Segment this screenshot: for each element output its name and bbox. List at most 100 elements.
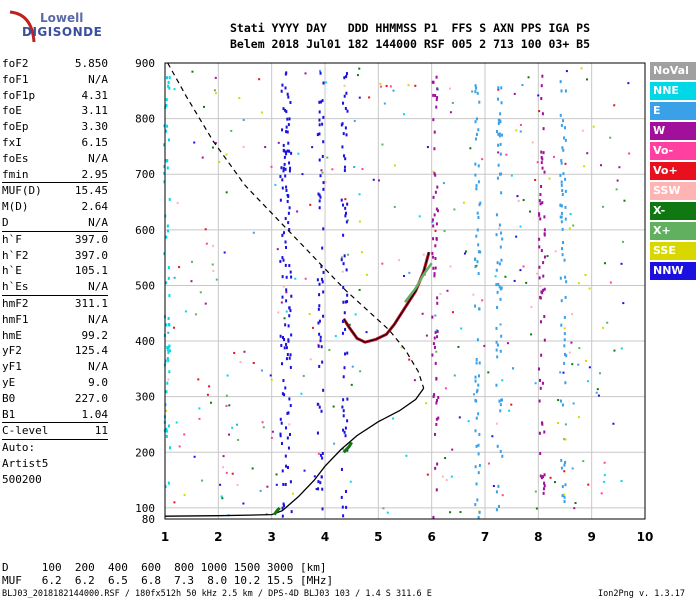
echo-stack-point	[285, 130, 288, 134]
echo-stack-point	[478, 100, 481, 104]
echo-point	[577, 282, 580, 285]
echo-stack-point	[477, 243, 480, 247]
echo-point	[311, 146, 314, 149]
echo-stack-point	[345, 91, 348, 95]
echo-stack-point	[431, 251, 434, 255]
legend-item: X+	[650, 222, 696, 240]
echo-point	[264, 146, 267, 149]
param-name: B0	[2, 391, 16, 405]
echo-point	[414, 84, 417, 87]
echo-stack-point	[284, 150, 287, 154]
echo-point	[588, 287, 591, 290]
echo-point	[609, 136, 612, 139]
echo-point	[628, 152, 631, 155]
echo-stack-point	[318, 304, 321, 308]
echo-stack-point	[321, 360, 324, 364]
echo-point	[226, 374, 229, 377]
echo-point	[510, 403, 513, 406]
echo-point	[233, 351, 236, 354]
param-row: Auto:	[2, 439, 108, 456]
echo-stack-point	[561, 193, 564, 197]
echo-stack-point	[564, 205, 567, 209]
echo-point	[326, 156, 329, 159]
echo-stack-point	[496, 305, 499, 309]
echo-stack-point	[283, 346, 286, 350]
echo-stack-point	[284, 240, 287, 244]
echo-stack-point	[560, 161, 563, 165]
echo-stack-point	[474, 304, 477, 308]
echo-point	[324, 181, 327, 184]
echo-stack-point	[433, 345, 436, 349]
echo-stack-point	[499, 142, 502, 146]
echo-stack-point	[286, 193, 289, 197]
echo-point	[449, 265, 452, 268]
echo-stack-point	[284, 323, 287, 327]
echo-stack-point	[500, 191, 503, 195]
echo-stack-point	[284, 482, 287, 486]
echo-stack-point	[285, 288, 288, 292]
y-tick-label: 200	[135, 446, 155, 459]
echo-stack-point	[290, 294, 293, 298]
echo-point	[487, 371, 490, 374]
echo-stack-point	[342, 262, 345, 266]
echo-stack-point	[540, 184, 543, 188]
echo-stack-point	[287, 411, 290, 415]
echo-stack-point	[563, 136, 566, 140]
echo-stack-point	[476, 498, 479, 502]
echo-point	[434, 229, 437, 232]
echo-point	[481, 299, 484, 302]
echo-point	[403, 274, 406, 277]
echo-point	[472, 393, 475, 396]
param-row: B0 227.0	[2, 391, 108, 407]
echo-stack-point	[479, 250, 482, 254]
echo-stack-point	[540, 97, 543, 101]
echo-stack-point	[163, 252, 166, 256]
echo-point	[535, 507, 538, 510]
echo-stack-point	[560, 323, 563, 327]
echo-stack-point	[501, 454, 504, 458]
echo-stack-point	[288, 149, 291, 153]
echo-stack-point	[320, 475, 323, 479]
echo-point	[365, 273, 368, 276]
echo-stack-point	[540, 320, 543, 324]
echo-point	[288, 423, 291, 426]
echo-point	[413, 379, 416, 382]
echo-point	[242, 145, 245, 148]
echo-stack-point	[564, 295, 567, 299]
param-value: 125.4	[74, 344, 108, 358]
echo-point	[331, 168, 334, 171]
echo-point	[531, 141, 534, 144]
param-name: hmF1	[2, 312, 29, 326]
echo-point	[534, 178, 537, 181]
echo-stack-point	[432, 395, 435, 399]
echo-point	[291, 492, 294, 495]
echo-stack-point	[560, 159, 563, 163]
echo-stack-point	[319, 195, 322, 199]
echo-point	[389, 85, 392, 88]
echo-point	[283, 317, 286, 320]
echo-stack-point	[281, 336, 284, 340]
echo-stack-point	[434, 361, 437, 365]
echo-stack-point	[475, 184, 478, 188]
echo-stack-point	[289, 480, 292, 484]
echo-stack-point	[167, 316, 170, 320]
echo-stack-point	[345, 133, 348, 137]
echo-point	[341, 270, 344, 273]
echo-point	[205, 242, 208, 245]
echo-stack-point	[500, 101, 503, 105]
echo-stack-point	[341, 319, 344, 323]
echo-point	[592, 125, 595, 128]
echo-point	[204, 228, 207, 231]
echo-stack-point	[436, 209, 439, 213]
param-row: foEs N/A	[2, 151, 108, 167]
echo-stack-point	[474, 173, 477, 177]
echo-point	[451, 311, 454, 314]
echo-stack-point	[286, 149, 289, 153]
echo-stack-point	[288, 314, 291, 318]
echo-stack-point	[167, 229, 170, 233]
echo-stack-point	[280, 166, 283, 170]
echo-stack-point	[167, 84, 170, 88]
param-row: h`F 397.0	[2, 230, 108, 248]
echo-point	[530, 333, 533, 336]
echo-stack-point	[165, 76, 168, 80]
